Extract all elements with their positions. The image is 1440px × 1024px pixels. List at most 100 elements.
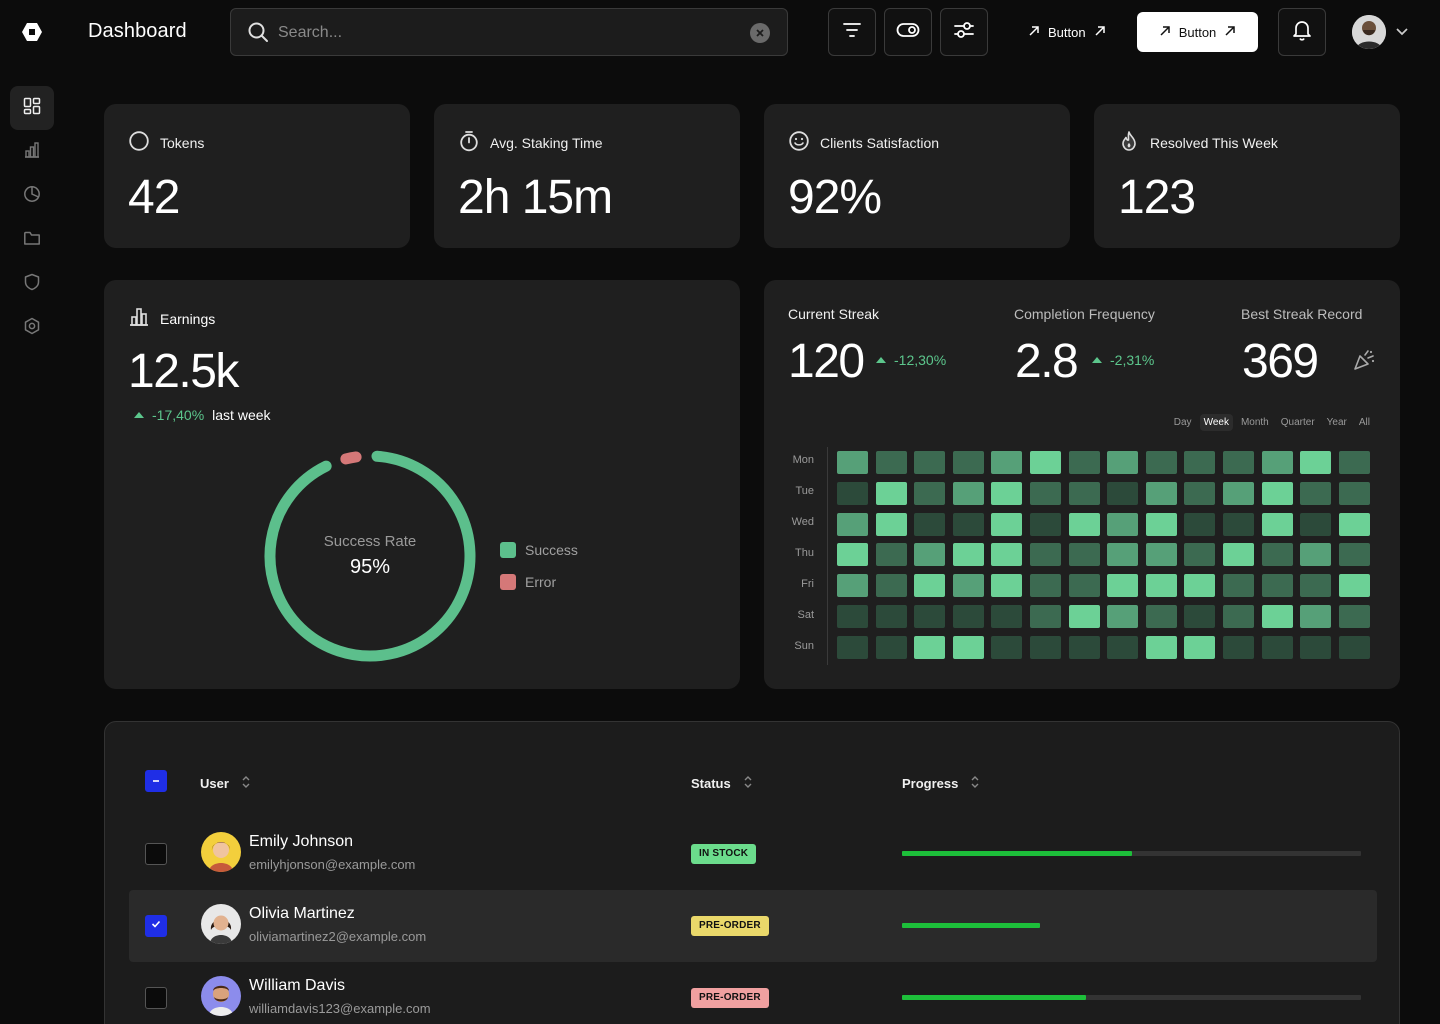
sidebar-item-analytics[interactable] [10, 130, 54, 174]
avatar [201, 832, 241, 872]
notifications-button[interactable] [1278, 8, 1326, 56]
range-month[interactable]: Month [1240, 417, 1269, 428]
column-header-user-label: User [200, 776, 229, 791]
range-year[interactable]: Year [1326, 417, 1347, 428]
table-row[interactable]: Emily Johnson emilyhjonson@example.com I… [129, 818, 1377, 890]
current-streak-delta: -12,30% [876, 352, 946, 368]
heatmap-cell [1068, 543, 1100, 567]
earnings-delta-suffix: last week [212, 407, 271, 423]
heatmap-cell [1338, 574, 1370, 598]
search-bar[interactable] [230, 8, 788, 56]
user-email: williamdavis123@example.com [249, 1001, 431, 1016]
party-popper-icon [1352, 348, 1376, 377]
heatmap-cell [837, 635, 868, 659]
heatmap-cell [1030, 481, 1061, 505]
day-label: Fri [801, 578, 814, 590]
heatmap-cell [1145, 543, 1177, 567]
heatmap-cell [1261, 543, 1293, 567]
row-checkbox[interactable] [145, 987, 167, 1009]
user-name: Olivia Martinez [249, 905, 355, 922]
chevron-down-icon[interactable] [1395, 24, 1409, 43]
arrow-up-right-icon [1028, 25, 1040, 40]
heatmap-cell [991, 574, 1023, 598]
user-avatar[interactable] [1352, 15, 1386, 49]
pie-chart-icon [23, 185, 41, 208]
heatmap-cell [1223, 451, 1254, 474]
heatmap-cell [914, 605, 946, 628]
range-day[interactable]: Day [1173, 417, 1192, 428]
sidebar-item-dashboard[interactable] [10, 86, 54, 130]
column-header-progress[interactable]: Progress [902, 775, 980, 792]
sort-icon [743, 775, 753, 792]
donut-title: Success Rate [323, 533, 417, 550]
arrow-up-right-icon [1224, 25, 1236, 40]
sidebar [0, 64, 64, 1024]
range-all[interactable]: All [1358, 417, 1370, 428]
heatmap-cell [1030, 512, 1061, 536]
donut-error-arc [340, 451, 362, 465]
column-header-user[interactable]: User [200, 775, 251, 792]
settings-icon [23, 317, 41, 340]
heatmap-cell [1261, 605, 1293, 628]
heatmap-cell [1300, 543, 1332, 567]
day-label: Mon [792, 454, 814, 466]
heatmap-cell [1223, 512, 1254, 536]
heatmap-cell [1261, 512, 1293, 536]
row-checkbox[interactable] [145, 915, 167, 937]
heatmap-cell [1223, 543, 1254, 567]
donut-value: 95% [349, 556, 391, 578]
column-header-status[interactable]: Status [691, 775, 753, 792]
day-label: Wed [791, 516, 814, 528]
trend-up-icon [134, 412, 144, 418]
toggle-button[interactable] [884, 8, 932, 56]
primary-button[interactable]: Button [1137, 12, 1258, 52]
toggle-icon [896, 22, 920, 43]
heatmap-cell [1107, 543, 1139, 567]
sidebar-item-files[interactable] [10, 218, 54, 262]
row-checkbox[interactable] [145, 843, 167, 865]
stat-card-tokens: Tokens 42 [104, 104, 410, 248]
bar-chart-icon [23, 141, 41, 164]
table-row[interactable]: William Davis williamdavis123@example.co… [129, 962, 1377, 1024]
search-input[interactable] [278, 21, 728, 45]
filter-button[interactable] [828, 8, 876, 56]
sidebar-item-security[interactable] [10, 262, 54, 306]
heatmap-cell [1145, 574, 1177, 598]
select-all-checkbox[interactable] [145, 770, 167, 792]
search-icon [247, 21, 269, 43]
sidebar-item-reports[interactable] [10, 174, 54, 218]
heatmap-cell [952, 512, 984, 536]
heatmap-cell [875, 543, 907, 567]
heatmap-cell [1145, 635, 1177, 659]
heatmap-cell [1300, 481, 1332, 505]
app-logo-icon[interactable] [20, 20, 44, 44]
bar-chart-icon [128, 306, 150, 331]
completion-frequency-delta: -2,31% [1092, 352, 1154, 368]
heatmap-cell [991, 605, 1023, 628]
user-email: emilyhjonson@example.com [249, 857, 416, 872]
shield-icon [23, 273, 41, 296]
completion-frequency-label: Completion Frequency [1014, 306, 1155, 322]
progress-fill [902, 851, 1132, 856]
table-row[interactable]: Olivia Martinez oliviamartinez2@example.… [129, 890, 1377, 962]
heatmap-cell [914, 451, 946, 474]
range-week[interactable]: Week [1199, 414, 1233, 431]
adjustments-button[interactable] [940, 8, 988, 56]
earnings-delta-percent: -17,40% [152, 407, 205, 423]
heatmap-cell [914, 481, 946, 505]
stat-value: 2h 15m [458, 171, 613, 224]
best-streak-title: Best Streak Record [1241, 306, 1363, 322]
completion-frequency-title: Completion Frequency [1014, 306, 1155, 322]
range-quarter[interactable]: Quarter [1280, 417, 1315, 428]
heatmap-cell [1145, 481, 1177, 505]
heatmap-cell [875, 605, 907, 628]
earnings-value: 12.5k [128, 345, 239, 398]
heatmap-cell [1030, 635, 1061, 659]
heatmap-cell [1261, 635, 1293, 659]
progress-bar [902, 851, 1361, 856]
clear-search-icon[interactable] [750, 23, 770, 43]
sidebar-item-settings[interactable] [10, 306, 54, 350]
earnings-label: Earnings [160, 310, 216, 327]
ghost-button[interactable]: Button [1014, 12, 1120, 52]
legend-label: Error [525, 574, 557, 590]
